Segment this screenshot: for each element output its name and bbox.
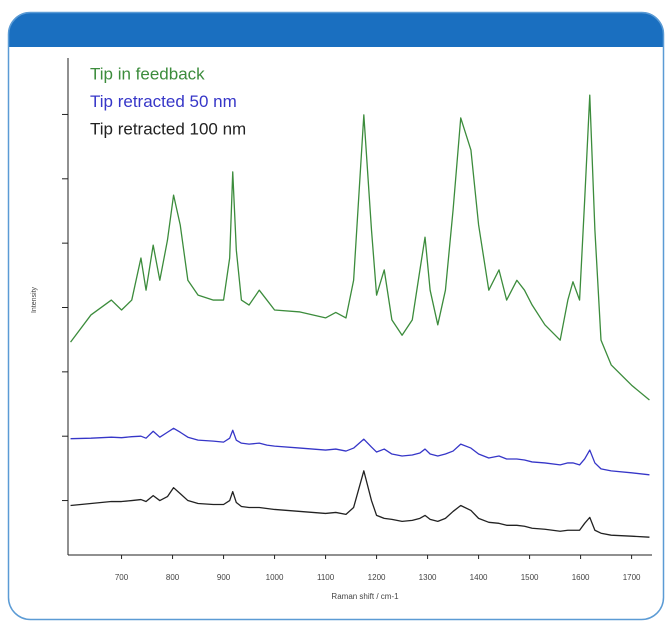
x-tick-label: 1600 bbox=[572, 573, 590, 582]
panel-border bbox=[7, 11, 665, 621]
x-tick-label: 1500 bbox=[521, 573, 539, 582]
x-tick-label: 1300 bbox=[419, 573, 437, 582]
panel bbox=[8, 12, 664, 620]
panel-background bbox=[8, 12, 664, 620]
x-tick-label: 900 bbox=[217, 573, 231, 582]
x-tick-label: 1400 bbox=[470, 573, 488, 582]
x-tick-label: 1700 bbox=[623, 573, 641, 582]
panel-header bbox=[8, 12, 664, 47]
spectrum-line bbox=[70, 94, 650, 401]
x-tick-label: 1000 bbox=[266, 573, 284, 582]
x-axis-label: Raman shift / cm-1 bbox=[331, 592, 399, 601]
legend-entry: Tip retracted 100 nm bbox=[90, 119, 246, 138]
x-tick-label: 800 bbox=[166, 573, 180, 582]
spectrum-line bbox=[70, 427, 650, 476]
x-tick-label: 1100 bbox=[317, 573, 335, 582]
spectrum-line bbox=[70, 470, 650, 538]
legend-entry: Tip retracted 50 nm bbox=[90, 92, 237, 111]
x-tick-label: 1200 bbox=[368, 573, 386, 582]
plot-area bbox=[62, 58, 652, 559]
y-axis-label: Intensity bbox=[31, 286, 38, 313]
legend-entry: Tip in feedback bbox=[90, 64, 205, 83]
x-tick-label: 700 bbox=[115, 573, 129, 582]
